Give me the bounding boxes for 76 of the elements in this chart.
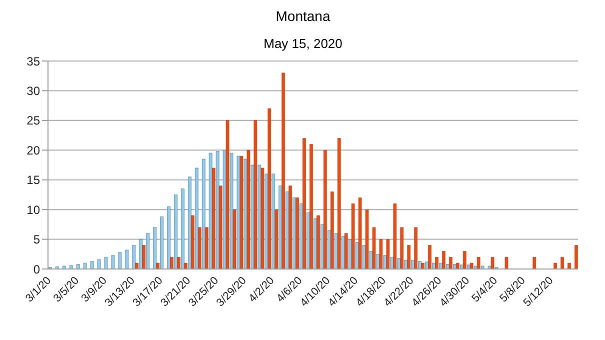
bar xyxy=(351,203,355,269)
bar xyxy=(337,138,341,269)
bar xyxy=(216,151,220,269)
bar xyxy=(132,245,136,269)
bar xyxy=(414,227,418,269)
bar xyxy=(260,168,264,269)
bar xyxy=(97,259,101,269)
y-tick-label: 5 xyxy=(33,232,40,247)
bar xyxy=(208,152,212,269)
bar xyxy=(400,227,404,269)
bar xyxy=(246,150,250,269)
y-tick-label: 20 xyxy=(26,143,40,158)
bar xyxy=(554,262,557,269)
bar xyxy=(83,262,87,269)
bar xyxy=(358,198,362,269)
bar xyxy=(90,261,94,269)
bar xyxy=(428,245,432,269)
bar xyxy=(470,262,474,269)
bar xyxy=(560,256,564,269)
bar xyxy=(118,252,122,269)
bar xyxy=(69,265,73,269)
bar xyxy=(490,256,494,269)
bar xyxy=(104,256,108,269)
bar xyxy=(476,256,480,269)
bar xyxy=(372,227,376,269)
bar xyxy=(574,245,578,269)
y-tick-label: 25 xyxy=(26,114,40,128)
bar xyxy=(421,262,424,269)
bar xyxy=(365,209,369,269)
y-tick-label: 35 xyxy=(26,54,40,68)
bar xyxy=(240,156,244,269)
bar xyxy=(462,251,466,269)
bar xyxy=(442,251,446,269)
bar xyxy=(236,156,240,269)
bar xyxy=(62,266,66,269)
bar xyxy=(125,250,129,269)
bar xyxy=(160,216,164,269)
bar xyxy=(181,188,184,269)
bar xyxy=(393,203,397,269)
bar xyxy=(146,233,150,269)
bar xyxy=(302,138,306,269)
bar xyxy=(174,194,178,269)
bar xyxy=(386,239,390,269)
bar xyxy=(188,176,192,269)
bar xyxy=(344,233,348,269)
bar xyxy=(202,158,206,269)
bar xyxy=(407,245,411,269)
bar xyxy=(254,120,258,269)
bar xyxy=(194,168,198,269)
bar xyxy=(532,256,536,269)
bar xyxy=(435,256,438,269)
y-tick-label: 30 xyxy=(26,84,40,98)
bar xyxy=(139,239,143,269)
bar xyxy=(76,264,80,269)
bar xyxy=(111,255,115,269)
bar xyxy=(568,262,571,269)
y-tick-label: 0 xyxy=(33,262,40,276)
bar xyxy=(449,256,452,269)
bar xyxy=(296,198,299,269)
bar xyxy=(324,150,327,269)
bar xyxy=(456,262,460,269)
bar xyxy=(316,215,320,269)
bar xyxy=(153,227,156,269)
bar xyxy=(268,108,272,269)
chart-title: Montana xyxy=(274,8,332,24)
bar xyxy=(226,120,230,269)
bar xyxy=(167,206,170,269)
chart-subtitle: May 15, 2020 xyxy=(262,36,344,51)
bar xyxy=(288,186,292,269)
bar xyxy=(310,144,313,269)
bar xyxy=(504,256,508,269)
y-tick-label: 10 xyxy=(26,202,40,217)
bar xyxy=(330,192,334,269)
y-tick-label: 15 xyxy=(26,173,40,188)
bar xyxy=(282,72,285,269)
bar xyxy=(379,239,383,269)
